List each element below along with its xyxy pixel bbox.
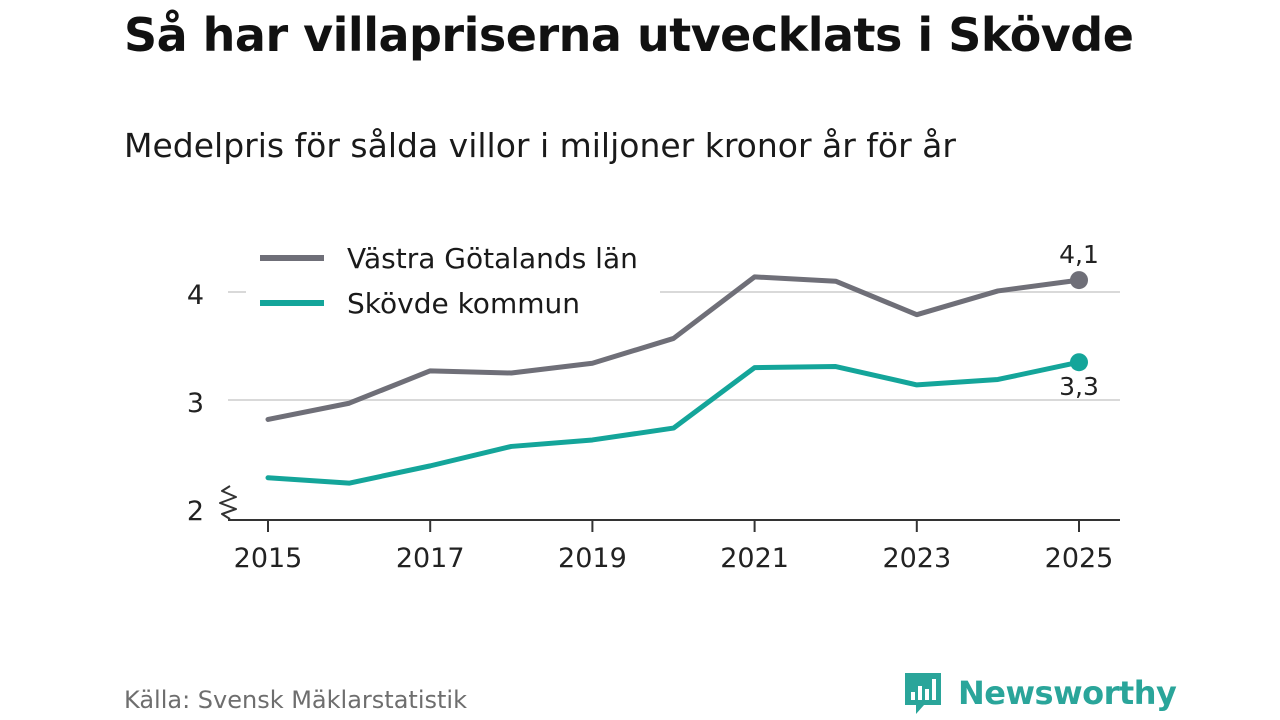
legend-background [246, 234, 660, 326]
newsworthy-logo-icon [905, 673, 941, 714]
axis-break-marker [219, 485, 237, 520]
series-line-vg [265, 274, 1082, 422]
legend-label-skovde: Skövde kommun [347, 287, 580, 320]
chart-title: Så har villapriserna utvecklats i Skövde [124, 8, 1134, 62]
chart-subtitle: Medelpris för sålda villor i miljoner kr… [124, 126, 956, 165]
x-tick-label-2021: 2021 [720, 543, 789, 574]
x-tick-label-2025: 2025 [1045, 543, 1114, 574]
series-line-skovde [265, 359, 1082, 486]
y-tick-label-4: 4 [187, 280, 204, 311]
newsworthy-logo-text: Newsworthy [958, 674, 1177, 712]
y-tick-label-3: 3 [187, 388, 204, 419]
x-tick-label-2015: 2015 [234, 543, 303, 574]
end-point-skovde [1070, 353, 1088, 372]
x-tick-label-2023: 2023 [882, 543, 951, 574]
y-tick-label-2: 2 [187, 496, 204, 527]
end-label-skovde: 3,3 [1059, 372, 1099, 401]
newsworthy-logo: Newsworthy [902, 670, 1177, 716]
source-note: Källa: Svensk Mäklarstatistik [124, 686, 467, 714]
end-point-vg [1070, 271, 1088, 290]
x-tick-label-2017: 2017 [396, 543, 465, 574]
x-tick-label-2019: 2019 [558, 543, 627, 574]
legend-label-vg: Västra Götalands län [347, 242, 638, 275]
end-label-vg: 4,1 [1059, 240, 1099, 269]
